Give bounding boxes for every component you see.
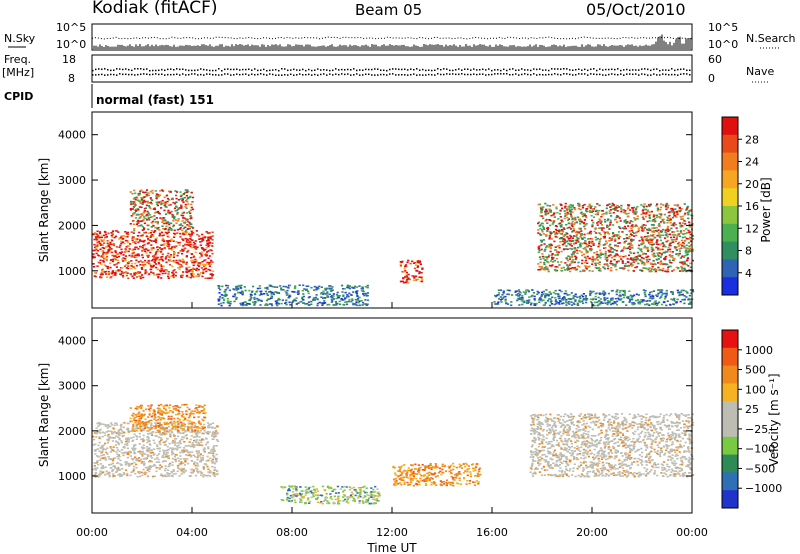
velocity-panel: 1000 2000 3000 4000 00:00 04:00 08:00 12:00 16:… bbox=[37, 302, 708, 554]
power-ytick-1: 2000 bbox=[58, 219, 86, 232]
power-ytick-3: 4000 bbox=[58, 129, 86, 142]
power-ytick-0: 1000 bbox=[58, 265, 86, 278]
freq-label-line2: [MHz] bbox=[2, 66, 34, 79]
xtick-1: 04:00 bbox=[176, 526, 208, 539]
velocity-scatter bbox=[92, 403, 695, 505]
freq-tick-bottom: 8 bbox=[68, 72, 75, 85]
power-colorbar-swatch-8 bbox=[722, 259, 738, 278]
velocity-ytick-1: 2000 bbox=[58, 425, 86, 438]
xtick-0: 00:00 bbox=[76, 526, 108, 539]
velocity-colorbar: 1000 500 100 25 −25 −100 −500 −1000 Velocity [m… bbox=[721, 329, 782, 509]
power-colorbar-swatch-9 bbox=[722, 277, 738, 296]
date-title: 05/Oct/2010 bbox=[586, 0, 686, 19]
velocity-colorbar-swatch-0 bbox=[722, 330, 738, 349]
xtick-4: 16:00 bbox=[476, 526, 508, 539]
power-colorbar-swatch-2 bbox=[722, 152, 738, 171]
xtick-6: 00:00 bbox=[676, 526, 708, 539]
nsearch-label: N.Search bbox=[746, 32, 796, 45]
xtick-5: 20:00 bbox=[576, 526, 608, 539]
velocity-colorbar-tick-7: −1000 bbox=[745, 482, 782, 495]
station-title: Kodiak (fitACF) bbox=[92, 0, 218, 18]
power-ylabel: Slant Range [km] bbox=[37, 158, 51, 262]
velocity-colorbar-tick-0: 1000 bbox=[745, 344, 773, 357]
noise-panel: 10^5 10^0 10^5 10^0 N.Sky N.Search bbox=[4, 21, 796, 51]
xaxis-label: Time UT bbox=[366, 541, 417, 554]
velocity-colorbar-swatch-7 bbox=[722, 454, 738, 473]
power-colorbar-swatch-0 bbox=[722, 117, 738, 136]
power-colorbar-swatch-7 bbox=[722, 241, 738, 260]
velocity-colorbar-swatch-3 bbox=[722, 383, 738, 402]
cpid-value: normal (fast) 151 bbox=[96, 93, 214, 107]
velocity-colorbar-swatch-6 bbox=[722, 436, 738, 456]
velocity-colorbar-swatch-1 bbox=[722, 347, 738, 367]
velocity-colorbar-label: Velocity [m s⁻¹] bbox=[767, 373, 781, 466]
power-colorbar: 28 24 20 16 12 8 4 Power [dB] bbox=[721, 116, 773, 296]
velocity-colorbar-swatch-9 bbox=[722, 490, 738, 509]
cpid-label: CPID bbox=[4, 90, 33, 103]
power-colorbar-tick-6: 4 bbox=[745, 267, 752, 280]
power-ytick-2: 3000 bbox=[58, 174, 86, 187]
velocity-colorbar-tick-1: 500 bbox=[745, 364, 766, 377]
velocity-colorbar-tick-3: 25 bbox=[745, 403, 759, 416]
noise-tick-top-left: 10^5 bbox=[56, 21, 86, 34]
noise-tick-bottom-left: 10^0 bbox=[56, 38, 86, 51]
power-colorbar-swatch-6 bbox=[722, 223, 738, 243]
freq-panel: Freq. [MHz] 18 8 60 0 Nave bbox=[2, 53, 774, 85]
velocity-ylabel: Slant Range [km] bbox=[37, 363, 51, 467]
power-scatter bbox=[92, 189, 695, 307]
power-colorbar-swatch-5 bbox=[722, 206, 738, 225]
velocity-colorbar-tick-2: 100 bbox=[745, 383, 766, 396]
velocity-colorbar-tick-4: −25 bbox=[745, 423, 768, 436]
power-colorbar-tick-1: 24 bbox=[745, 156, 759, 169]
nsky-trace bbox=[91, 34, 691, 49]
power-colorbar-tick-4: 12 bbox=[745, 222, 759, 235]
velocity-colorbar-tick-6: −500 bbox=[745, 462, 775, 475]
velocity-colorbar-swatch-8 bbox=[722, 472, 738, 491]
velocity-ytick-2: 3000 bbox=[58, 380, 86, 393]
freq-trace bbox=[92, 68, 691, 76]
power-colorbar-tick-5: 8 bbox=[745, 245, 752, 258]
power-colorbar-swatch-1 bbox=[722, 134, 738, 154]
nsearch-trace bbox=[91, 36, 693, 40]
freq-tick-top: 18 bbox=[62, 53, 76, 66]
power-panel: 1000 2000 3000 4000 Slant Range [km] bbox=[37, 111, 695, 309]
power-colorbar-swatch-4 bbox=[722, 188, 738, 207]
noise-tick-bottom-right: 10^0 bbox=[708, 38, 738, 51]
xtick-2: 08:00 bbox=[276, 526, 308, 539]
freq-label-line1: Freq. bbox=[4, 53, 31, 66]
power-colorbar-swatch-3 bbox=[722, 170, 738, 189]
power-colorbar-tick-0: 28 bbox=[745, 133, 759, 146]
xtick-3: 12:00 bbox=[376, 526, 408, 539]
noise-tick-top-right: 10^5 bbox=[708, 21, 738, 34]
nsky-label: N.Sky bbox=[4, 32, 36, 45]
velocity-ytick-3: 4000 bbox=[58, 335, 86, 348]
cpid-row: CPID normal (fast) 151 bbox=[4, 84, 214, 108]
power-colorbar-tick-2: 20 bbox=[745, 178, 759, 191]
velocity-colorbar-swatch-4 bbox=[722, 401, 738, 420]
velocity-colorbar-tick-5: −100 bbox=[745, 443, 775, 456]
velocity-ytick-0: 1000 bbox=[58, 470, 86, 483]
nave-tick-top: 60 bbox=[708, 53, 722, 66]
nave-tick-bottom: 0 bbox=[708, 72, 715, 85]
power-colorbar-label: Power [dB] bbox=[759, 177, 773, 242]
power-colorbar-tick-3: 16 bbox=[745, 200, 759, 213]
velocity-colorbar-swatch-5 bbox=[722, 419, 738, 438]
velocity-colorbar-swatch-2 bbox=[722, 365, 738, 384]
nave-label: Nave bbox=[746, 65, 774, 78]
beam-title: Beam 05 bbox=[355, 1, 422, 19]
